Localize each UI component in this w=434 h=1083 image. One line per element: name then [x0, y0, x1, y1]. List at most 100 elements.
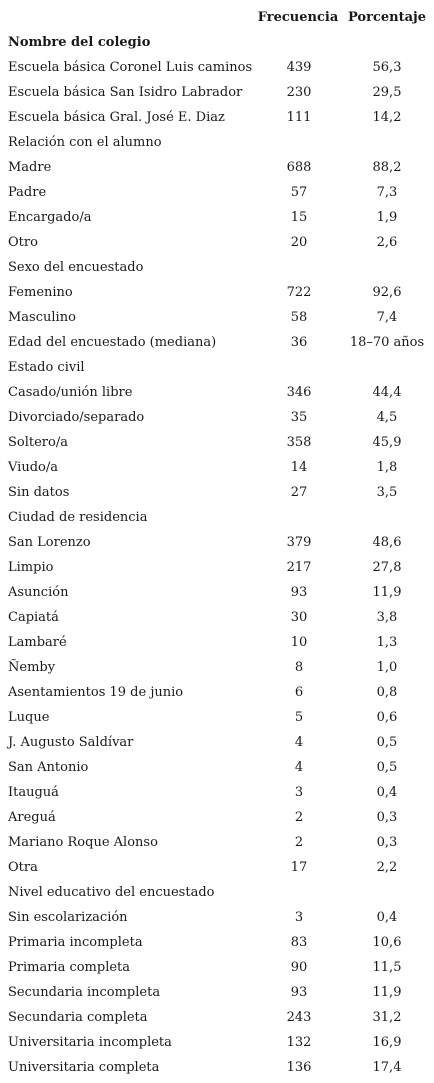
table-row: Viudo/a 14 1,8 [0, 455, 434, 480]
table-header: Frecuencia Porcentaje [0, 5, 434, 30]
row-porcentaje: 88,2 [372, 160, 402, 175]
row-frecuencia: 439 [286, 60, 312, 75]
row-frecuencia [260, 30, 338, 55]
row-porcentaje: 1,0 [376, 660, 398, 675]
row-label: Madre [8, 160, 52, 175]
row-frecuencia: 58 [290, 310, 308, 325]
row-frecuencia: 111 [286, 110, 312, 125]
section-row: Estado civil [0, 355, 434, 380]
row-porcentaje: 0,4 [376, 785, 398, 800]
table-row: Escuela básica Coronel Luis caminos 439 56… [0, 55, 434, 80]
row-label: Otra [8, 860, 38, 875]
row-frecuencia: 57 [290, 185, 308, 200]
row-label: Encargado/a [8, 210, 92, 225]
row-label: Asunción [8, 585, 69, 600]
row-frecuencia: 358 [286, 435, 312, 450]
row-label: San Antonio [8, 760, 89, 775]
row-frecuencia: 346 [286, 385, 312, 400]
row-frecuencia: 83 [290, 935, 308, 950]
row-porcentaje [340, 880, 434, 905]
section-row: Sexo del encuestado [0, 255, 434, 280]
row-label: Universitaria completa [8, 1060, 160, 1075]
table-row: Femenino 722 92,6 [0, 280, 434, 305]
table-row: Capiatá 30 3,8 [0, 605, 434, 630]
table-row: Mariano Roque Alonso 2 0,3 [0, 830, 434, 855]
table-row: Soltero/a 358 45,9 [0, 430, 434, 455]
row-porcentaje: 3,5 [376, 485, 398, 500]
section-row: Ciudad de residencia [0, 505, 434, 530]
table-row: Escuela básica San Isidro Labrador 230 29,… [0, 80, 434, 105]
row-label: Sin datos [8, 485, 70, 500]
table-row: Areguá 2 0,3 [0, 805, 434, 830]
row-porcentaje: 11,9 [372, 985, 402, 1000]
row-frecuencia: 93 [290, 985, 308, 1000]
row-label: Capiatá [8, 610, 59, 625]
row-porcentaje: 0,3 [376, 835, 398, 850]
row-porcentaje: 27,8 [372, 560, 402, 575]
table-row: Primaria incompleta 83 10,6 [0, 930, 434, 955]
row-porcentaje: 0,3 [376, 810, 398, 825]
row-porcentaje: 4,5 [376, 410, 398, 425]
row-porcentaje: 44,4 [372, 385, 402, 400]
header-porcentaje: Porcentaje [348, 10, 426, 25]
row-label: Escuela básica San Isidro Labrador [8, 85, 243, 100]
row-frecuencia: 5 [294, 710, 304, 725]
table-row: Otro 20 2,6 [0, 230, 434, 255]
row-frecuencia: 17 [290, 860, 308, 875]
row-label: Relación con el alumno [8, 135, 162, 150]
row-porcentaje: 11,5 [372, 960, 402, 975]
row-label: Lambaré [8, 635, 67, 650]
row-frecuencia: 35 [290, 410, 308, 425]
row-porcentaje [340, 30, 434, 55]
table-row: Masculino 58 7,4 [0, 305, 434, 330]
table-row: Madre 688 88,2 [0, 155, 434, 180]
table-row: Casado/unión libre 346 44,4 [0, 380, 434, 405]
row-porcentaje: 2,2 [376, 860, 398, 875]
row-frecuencia: 15 [290, 210, 308, 225]
row-label: Masculino [8, 310, 76, 325]
table-row: San Lorenzo 379 48,6 [0, 530, 434, 555]
row-label: Estado civil [8, 360, 85, 375]
row-porcentaje: 16,9 [372, 1035, 402, 1050]
row-frecuencia [260, 880, 338, 905]
row-label: Limpio [8, 560, 54, 575]
section-row: Relación con el alumno [0, 130, 434, 155]
row-porcentaje: 0,4 [376, 910, 398, 925]
row-label: Edad del encuestado (mediana) [8, 335, 217, 350]
row-label: Primaria completa [8, 960, 131, 975]
row-frecuencia [260, 255, 338, 280]
row-frecuencia: 3 [294, 785, 304, 800]
row-frecuencia: 27 [290, 485, 308, 500]
table-row: Encargado/a 15 1,9 [0, 205, 434, 230]
row-label: Casado/unión libre [8, 385, 133, 400]
row-frecuencia: 136 [286, 1060, 312, 1075]
table-row: Escuela básica Gral. José E. Diaz 111 14,2 [0, 105, 434, 130]
table-row: Edad del encuestado (mediana) 36 18–70 año… [0, 330, 434, 355]
table-row: Itauguá 3 0,4 [0, 780, 434, 805]
row-label: Otro [8, 235, 38, 250]
row-porcentaje: 29,5 [372, 85, 402, 100]
table-row: Padre 57 7,3 [0, 180, 434, 205]
row-frecuencia [260, 505, 338, 530]
row-frecuencia: 4 [294, 760, 304, 775]
table-row: Luque 5 0,6 [0, 705, 434, 730]
row-frecuencia [260, 355, 338, 380]
row-frecuencia: 688 [286, 160, 312, 175]
table-row: Primaria completa 90 11,5 [0, 955, 434, 980]
row-porcentaje: 56,3 [372, 60, 402, 75]
row-porcentaje [340, 505, 434, 530]
table-row: Lambaré 10 1,3 [0, 630, 434, 655]
row-frecuencia: 36 [290, 335, 308, 350]
table-row: Sin datos 27 3,5 [0, 480, 434, 505]
section-row: Nombre del colegio [0, 30, 434, 55]
row-frecuencia: 10 [290, 635, 308, 650]
row-label: J. Augusto Saldívar [8, 735, 134, 750]
row-porcentaje [340, 130, 434, 155]
row-porcentaje: 45,9 [372, 435, 402, 450]
row-frecuencia: 14 [290, 460, 308, 475]
row-porcentaje: 1,9 [376, 210, 398, 225]
row-porcentaje: 48,6 [372, 535, 402, 550]
row-frecuencia: 2 [294, 810, 304, 825]
row-label: Asentamientos 19 de junio [8, 685, 184, 700]
row-porcentaje: 0,6 [376, 710, 398, 725]
